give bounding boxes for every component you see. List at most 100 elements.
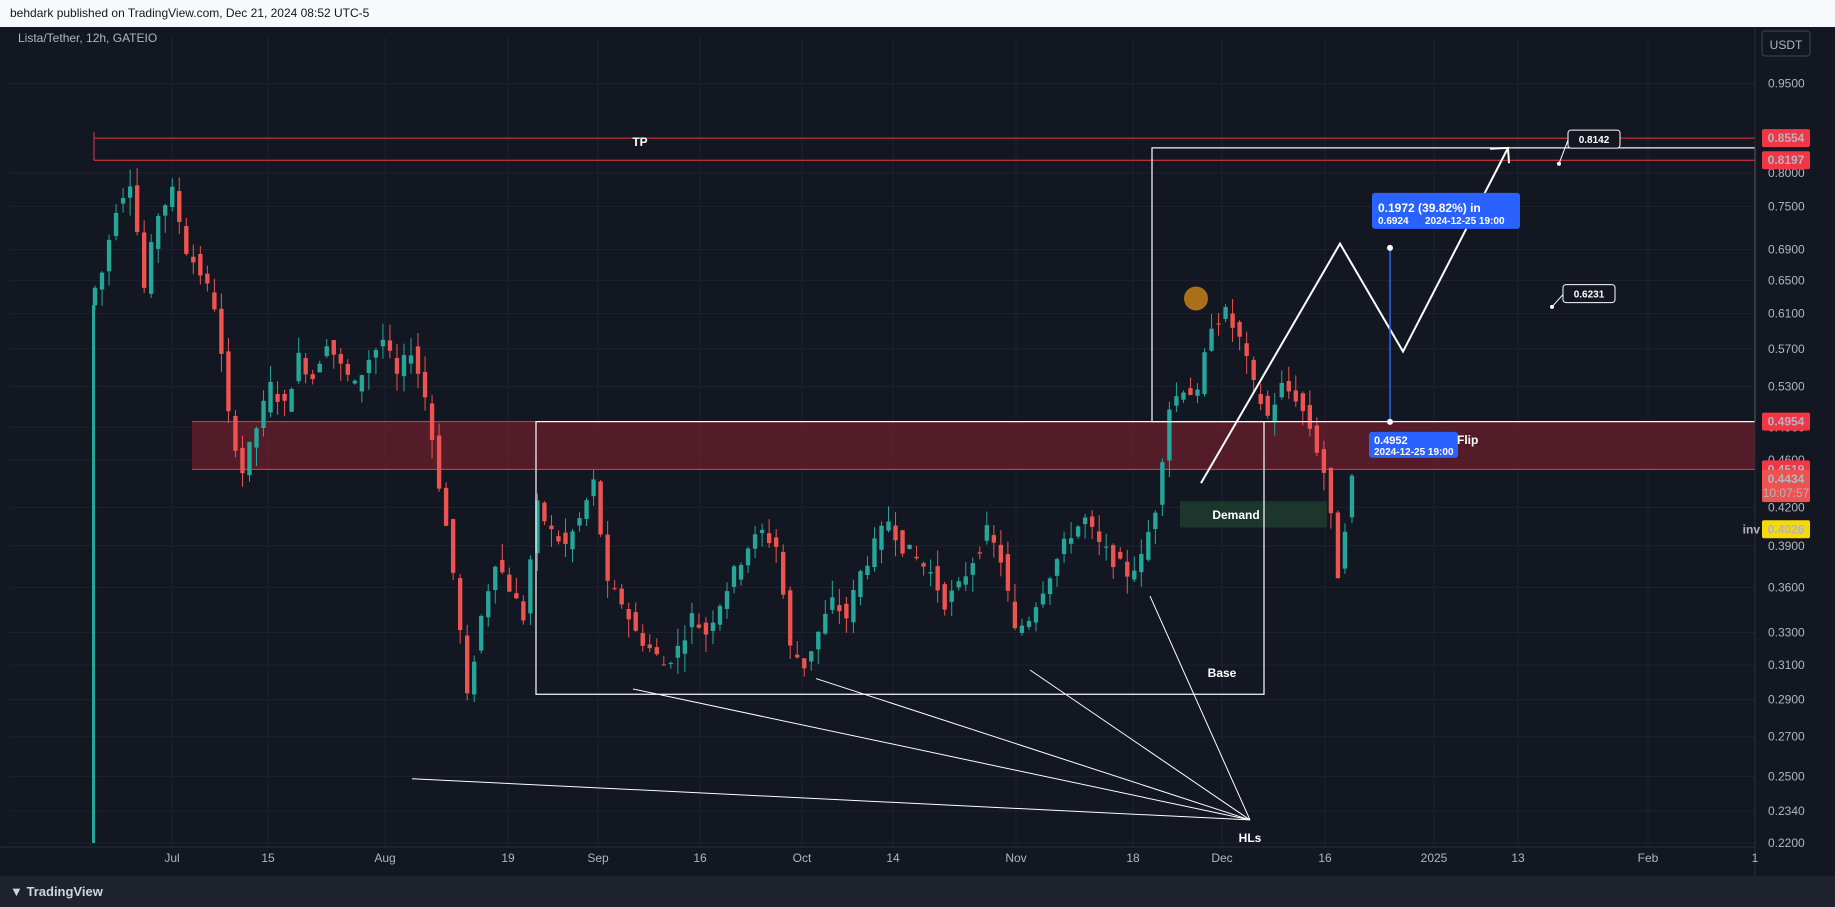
candle-body: [710, 622, 716, 632]
x-tick-label: Jul: [164, 851, 179, 865]
candle-body: [156, 215, 161, 249]
candle-body: [310, 374, 315, 380]
candle-body: [233, 415, 238, 451]
candle-body: [205, 273, 210, 284]
x-tick-label: 18: [1126, 851, 1140, 865]
x-tick-label: 16: [1318, 851, 1332, 865]
candle-body: [907, 544, 912, 550]
candle-body: [345, 363, 350, 375]
candle-body: [275, 394, 280, 402]
projection-path: [1200, 147, 1509, 484]
candle-body: [394, 358, 400, 374]
candle-body: [738, 564, 744, 580]
tp-label: TP: [632, 135, 647, 149]
y-tick-label: 0.7500: [1768, 199, 1805, 213]
candle-body: [1335, 512, 1341, 579]
candle-body: [1160, 462, 1165, 505]
currency-button[interactable]: USDT: [1761, 30, 1811, 57]
candle-body: [528, 559, 533, 614]
candle-body: [823, 613, 828, 634]
candle-body: [535, 500, 540, 554]
candle-body: [1181, 392, 1186, 400]
candle-body: [1026, 620, 1032, 627]
candle-body: [865, 565, 870, 575]
candle-body: [1167, 409, 1172, 461]
candle-body: [900, 530, 905, 554]
demand-box: [1180, 501, 1327, 528]
candle-body: [942, 584, 947, 610]
candle-body: [788, 590, 793, 646]
candle-body: [1118, 551, 1123, 559]
candle-body: [795, 654, 800, 658]
x-tick-label: 14: [886, 851, 900, 865]
candle-body: [170, 186, 175, 207]
candle-body: [1230, 313, 1235, 328]
candle-body: [570, 531, 575, 550]
candle-body: [254, 428, 259, 448]
candle-body: [921, 563, 926, 567]
candle-body: [914, 556, 919, 559]
candle-body: [1209, 328, 1214, 351]
candle-body: [500, 559, 505, 573]
mid-callout-box: [1562, 284, 1616, 304]
y-tick-label: 0.8000: [1768, 166, 1805, 180]
tradingview-logo[interactable]: ▼ TradingView: [10, 884, 103, 899]
candle-body: [149, 242, 154, 294]
level-price-label-bg: [1762, 151, 1810, 170]
candle-body: [268, 382, 273, 413]
candle-body: [886, 521, 891, 531]
mid-callout-pointer: [1551, 294, 1564, 308]
level-price-label: 0.8554: [1768, 131, 1805, 145]
current-price-label-bg: [1762, 470, 1810, 503]
candle-body: [1097, 531, 1102, 542]
candle-body: [675, 645, 681, 658]
y-tick-label: 0.2500: [1768, 770, 1805, 784]
candle-body: [1012, 601, 1018, 629]
candle-body: [443, 487, 449, 526]
candle-body: [373, 350, 379, 358]
candle-body: [1188, 388, 1193, 396]
y-tick-label: 0.3600: [1768, 580, 1805, 594]
candle-body: [717, 605, 723, 625]
candle-body: [830, 597, 835, 610]
inv-prefix: inv: [1743, 522, 1761, 536]
y-tick-label: 0.3100: [1768, 658, 1805, 672]
candle-body: [134, 185, 140, 233]
candle-body: [240, 447, 245, 474]
price-chart[interactable]: Demand TP Base HLs 0.1972 (39.82%) in0.6924…: [0, 27, 1835, 876]
candle-body: [99, 272, 105, 290]
candle-body: [1033, 607, 1039, 623]
measure-start-box: [1369, 431, 1458, 458]
candle-body: [296, 352, 301, 382]
candle-body: [380, 339, 386, 347]
x-tick-label: 13: [1511, 851, 1525, 865]
x-tick-label: Aug: [374, 851, 395, 865]
drawings: TP Base HLs 0.1972 (39.82%) in0.6924 2024-12…: [93, 129, 1756, 845]
candle-body: [1279, 382, 1284, 398]
candle-body: [472, 661, 477, 695]
candle-body: [163, 205, 168, 216]
candle-body: [120, 198, 126, 204]
candle-body: [324, 346, 329, 357]
candle-body: [626, 609, 631, 620]
candle-body: [689, 613, 695, 628]
price-labels: 0.85540.81970.49540.45190.443410:07:570.…: [1743, 129, 1810, 539]
candle-body: [212, 292, 217, 310]
candle-body: [219, 308, 224, 354]
tv-brand: TradingView: [26, 884, 103, 899]
base-label: Base: [1208, 666, 1237, 680]
candle-body: [647, 644, 652, 649]
candle-body: [282, 393, 287, 401]
y-tick-label: 0.5700: [1768, 342, 1805, 356]
candle-body: [1265, 395, 1270, 416]
x-tick-label: Dec: [1211, 851, 1232, 865]
candle-body: [766, 533, 772, 544]
candle-body: [1195, 389, 1200, 396]
x-tick-label: Feb: [1638, 851, 1659, 865]
hl-line: [1149, 595, 1251, 821]
candle-body: [759, 529, 765, 534]
target-callout-box: [1567, 129, 1621, 149]
measure-start-dot: [1387, 418, 1393, 425]
candle-body: [1202, 352, 1207, 395]
candle-body: [1125, 561, 1130, 577]
